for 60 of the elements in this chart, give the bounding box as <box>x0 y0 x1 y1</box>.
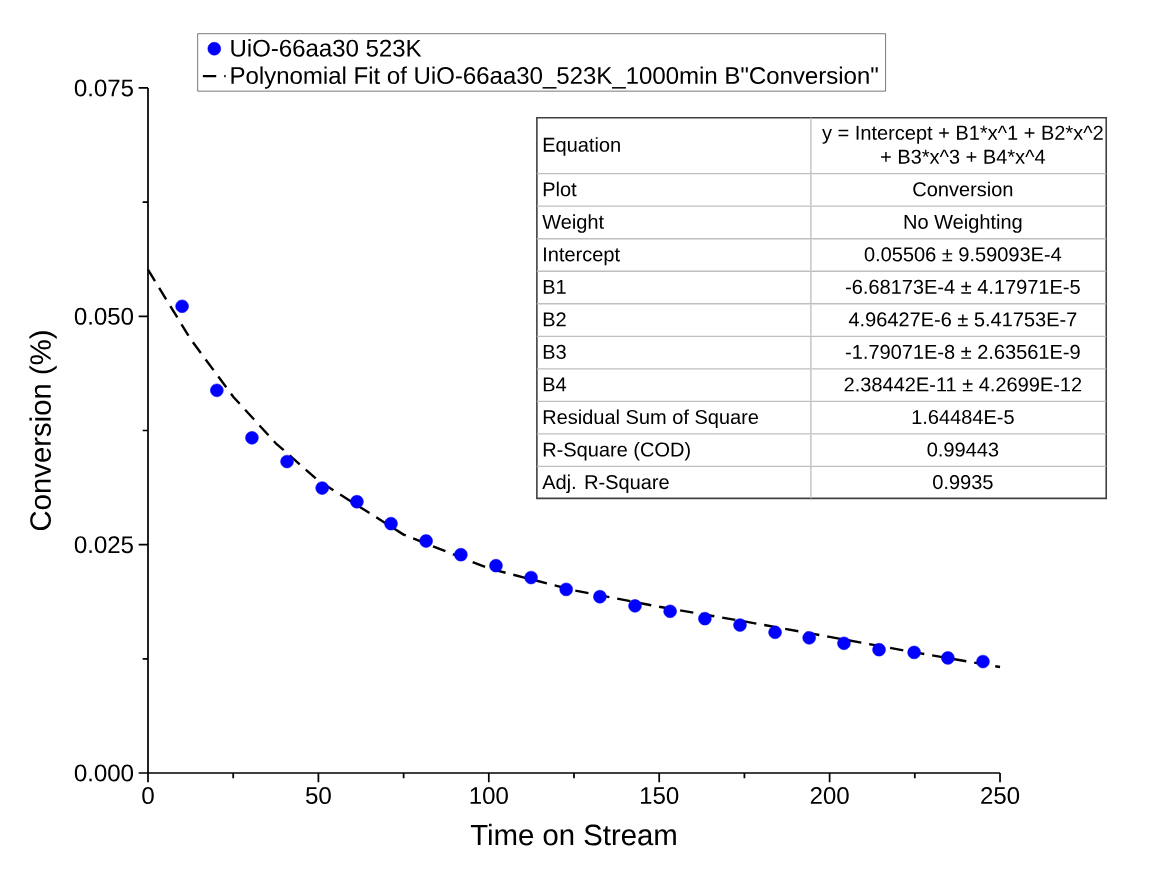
x-axis-title: Time on Stream <box>470 823 676 846</box>
y-tick-label: 0.050 <box>74 307 134 325</box>
point <box>941 651 955 665</box>
legend-label: UiO-66aa30 523K <box>231 39 422 57</box>
point <box>628 599 642 613</box>
point <box>663 604 677 619</box>
legend-label: Polynomial Fit of UiO-66aa30_523K_1000min B"Conversion" <box>231 66 878 89</box>
annotation: 0.9935 <box>933 474 993 490</box>
annotation: 4.96427E-6 ± 5.41753E-7 <box>848 312 1077 327</box>
point <box>245 431 259 445</box>
x-tick-label: 100 <box>470 787 508 805</box>
point <box>175 299 189 313</box>
point <box>454 548 468 562</box>
point <box>384 516 398 531</box>
point <box>280 454 294 469</box>
point <box>837 636 851 650</box>
annotation: 1.64484E-5 <box>912 409 1014 425</box>
point <box>524 570 538 585</box>
point <box>802 631 816 645</box>
point <box>315 481 329 495</box>
point <box>419 534 433 548</box>
annotation: Adj. R-Square <box>542 474 669 494</box>
point <box>559 582 573 597</box>
point <box>350 495 364 509</box>
annotation: Residual Sum of Square <box>543 409 759 429</box>
point <box>698 611 712 626</box>
x-tick-label: 250 <box>981 787 1020 805</box>
x-tick-label: 150 <box>641 787 679 805</box>
annotation: 2.38442E-11 ± 4.2699E-12 <box>844 377 1082 392</box>
y-axis-title: Conversion (%) <box>29 331 57 531</box>
annotation: 0.05506 ± 9.59093E-4 <box>864 247 1062 262</box>
point <box>593 590 607 604</box>
annotation: y = Intercept + B1*x^1 + B2*x^2 + B3*x^3 + B4*x^4 <box>822 125 1103 164</box>
y-tick-label: 0.075 <box>74 79 133 97</box>
annotation: -1.79071E-8 ± 2.63561E-9 <box>845 344 1080 360</box>
annotation: -6.68173E-4 ± 4.17971E-5 <box>845 279 1080 294</box>
annotation: R-Square (COD) <box>543 441 690 461</box>
point <box>872 643 886 657</box>
annotation: Intercept <box>544 247 620 266</box>
x-tick-label: 50 <box>306 787 331 805</box>
annotation: B2 <box>543 312 566 327</box>
point <box>976 654 990 669</box>
annotation: 0.99443 <box>927 442 999 457</box>
point <box>489 559 503 573</box>
y-tick-label: 0.000 <box>74 764 134 782</box>
annotation: B4 <box>543 377 567 392</box>
annotation: No Weighting <box>904 214 1022 233</box>
annotation: B3 <box>543 344 566 360</box>
annotation: Weight <box>542 214 604 233</box>
annotation: Plot <box>543 181 577 197</box>
x-tick-label: 200 <box>810 787 849 805</box>
point <box>210 383 224 397</box>
point <box>768 625 782 640</box>
annotation: Conversion <box>913 181 1013 197</box>
annotation: B1 <box>543 280 566 294</box>
annotation: Equation <box>543 137 620 156</box>
y-tick-label: 0.025 <box>74 536 133 554</box>
point <box>733 618 747 632</box>
point <box>907 645 921 660</box>
x-tick-label: 0 <box>142 787 154 805</box>
